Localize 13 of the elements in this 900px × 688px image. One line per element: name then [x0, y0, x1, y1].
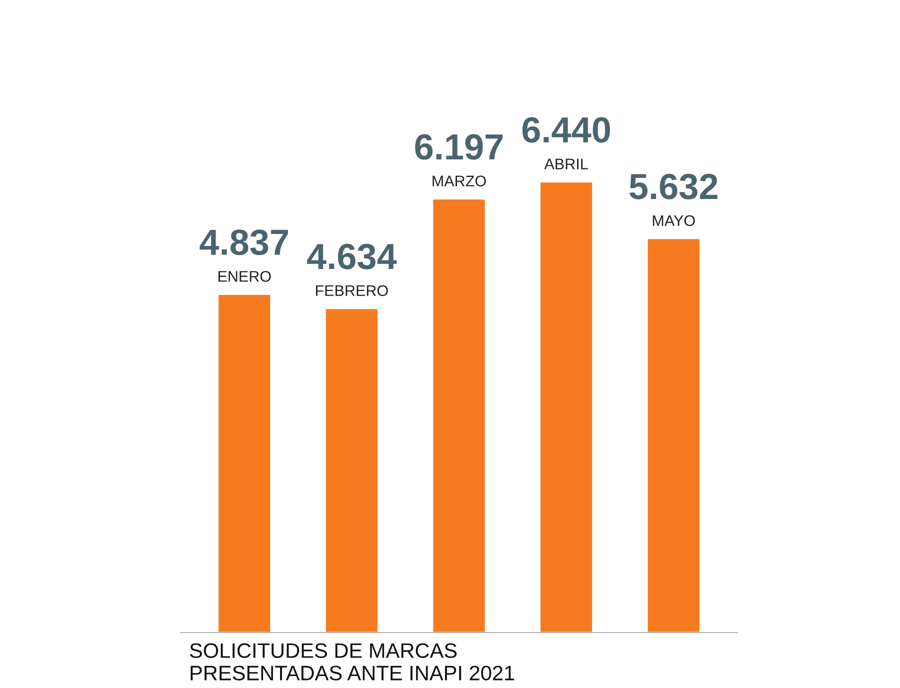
data-label: 6.440	[522, 117, 610, 143]
bar	[216, 292, 272, 633]
x-tick-label: MARZO	[432, 176, 486, 186]
x-tick-label: ENERO	[218, 270, 271, 282]
x-tick-label: ABRIL	[544, 158, 588, 170]
data-label: 6.197	[415, 134, 503, 160]
x-tick-label: FEBRERO	[316, 285, 388, 296]
text: SOLICITUDES DE MARCAS PRESENTADAS ANTE INAPI 2021	[190, 643, 514, 680]
data-label: 5.632	[630, 174, 718, 200]
x-tick-label: MAYO	[652, 215, 695, 226]
bar	[646, 237, 702, 633]
data-label: 4.837	[200, 230, 288, 256]
data-label: 4.634	[307, 244, 397, 270]
